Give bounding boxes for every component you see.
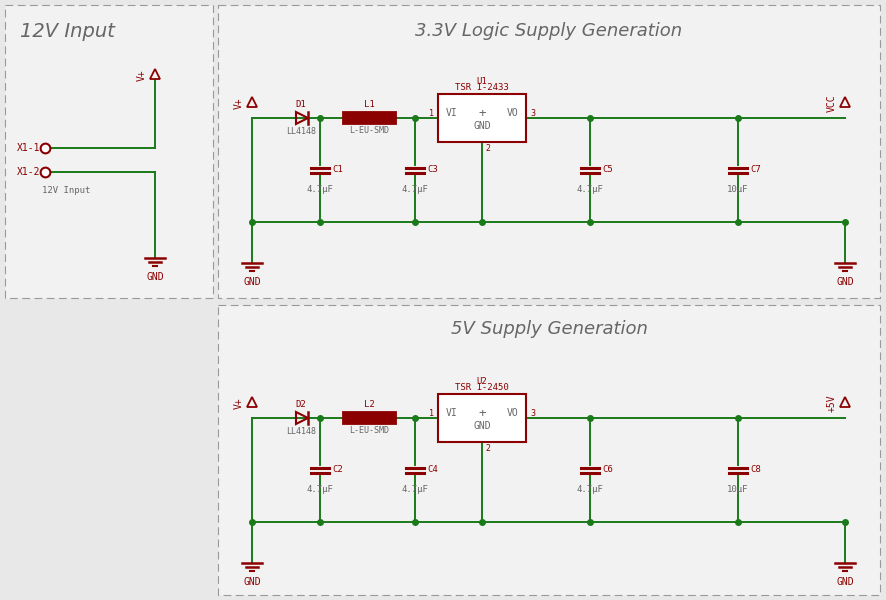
Text: 5V Supply Generation: 5V Supply Generation <box>450 320 647 338</box>
Bar <box>438 394 525 442</box>
Text: VI: VI <box>446 408 457 418</box>
Text: V+: V+ <box>234 97 244 109</box>
Text: GND: GND <box>472 121 490 131</box>
Text: 3.3V Logic Supply Generation: 3.3V Logic Supply Generation <box>415 22 682 40</box>
Text: 4.7μF: 4.7μF <box>307 185 333 193</box>
Text: 12V Input: 12V Input <box>20 22 115 41</box>
Text: U2: U2 <box>476 377 486 386</box>
Text: 2: 2 <box>485 444 489 453</box>
Text: 4.7μF: 4.7μF <box>576 185 602 193</box>
Text: +: + <box>478 407 486 419</box>
Text: 12V Input: 12V Input <box>42 186 90 195</box>
Text: 3: 3 <box>530 409 534 418</box>
Text: 3: 3 <box>530 109 534 118</box>
Text: L-EU-SMD: L-EU-SMD <box>349 126 389 135</box>
Text: +: + <box>478 107 486 119</box>
Bar <box>343 112 395 124</box>
Text: VI: VI <box>446 108 457 118</box>
Text: C3: C3 <box>426 166 438 175</box>
Text: GND: GND <box>243 577 260 587</box>
Text: X1-1: X1-1 <box>17 143 40 153</box>
Text: GND: GND <box>243 277 260 287</box>
Text: L-EU-SMD: L-EU-SMD <box>349 426 389 435</box>
Text: 4.7μF: 4.7μF <box>401 185 428 193</box>
Bar <box>343 412 395 424</box>
Text: VO: VO <box>506 408 517 418</box>
Text: C1: C1 <box>331 166 342 175</box>
Text: C7: C7 <box>750 166 760 175</box>
Text: U1: U1 <box>476 77 486 86</box>
Text: C6: C6 <box>602 466 612 475</box>
Text: V+: V+ <box>234 397 244 409</box>
Text: 4.7μF: 4.7μF <box>576 485 602 493</box>
Text: C8: C8 <box>750 466 760 475</box>
Text: VCC: VCC <box>826 94 836 112</box>
Text: V+: V+ <box>136 69 147 81</box>
Text: D2: D2 <box>295 400 306 409</box>
Text: 10μF: 10μF <box>727 485 748 493</box>
Text: 4.7μF: 4.7μF <box>401 485 428 493</box>
FancyBboxPatch shape <box>218 305 879 595</box>
Text: 10μF: 10μF <box>727 185 748 193</box>
Text: 1: 1 <box>429 409 433 418</box>
Text: L2: L2 <box>364 400 375 409</box>
Bar <box>438 94 525 142</box>
Text: VO: VO <box>506 108 517 118</box>
Text: GND: GND <box>835 277 853 287</box>
Text: 2: 2 <box>485 144 489 153</box>
Text: C5: C5 <box>602 166 612 175</box>
Text: L1: L1 <box>364 100 375 109</box>
Text: GND: GND <box>835 577 853 587</box>
Text: GND: GND <box>146 272 164 282</box>
Text: D1: D1 <box>295 100 306 109</box>
Text: LL4148: LL4148 <box>285 427 315 436</box>
FancyBboxPatch shape <box>5 5 213 298</box>
Text: C2: C2 <box>331 466 342 475</box>
Text: C4: C4 <box>426 466 438 475</box>
Text: TSR 1-2433: TSR 1-2433 <box>455 83 509 92</box>
Text: GND: GND <box>472 421 490 431</box>
FancyBboxPatch shape <box>218 5 879 298</box>
Text: TSR 1-2450: TSR 1-2450 <box>455 383 509 392</box>
Text: 1: 1 <box>429 109 433 118</box>
Text: X1-2: X1-2 <box>17 167 40 177</box>
Text: LL4148: LL4148 <box>285 127 315 136</box>
Text: +5V: +5V <box>826 394 836 412</box>
Text: 4.7μF: 4.7μF <box>307 485 333 493</box>
